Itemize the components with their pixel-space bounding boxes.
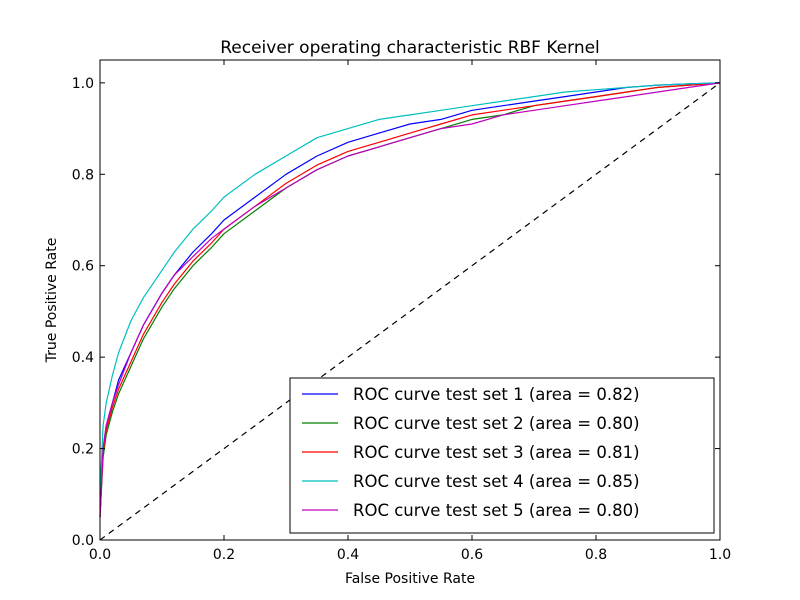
chart-title: Receiver operating characteristic RBF Ke… bbox=[220, 38, 600, 58]
reference-diagonal-line bbox=[99, 82, 721, 541]
x-axis-label: False Positive Rate bbox=[345, 571, 475, 587]
y-tick-label: 0.2 bbox=[72, 442, 94, 458]
x-tick-label: 0.0 bbox=[89, 547, 111, 563]
x-tick-label: 0.8 bbox=[585, 547, 607, 563]
y-axis-ticks: 0.0 0.2 0.4 0.6 0.8 1.0 bbox=[72, 76, 720, 549]
y-tick-label: 0.4 bbox=[72, 350, 94, 366]
y-tick-label: 0.6 bbox=[72, 259, 94, 275]
roc-series-4-line bbox=[99, 82, 721, 495]
legend-label-series-4: ROC curve test set 4 (area = 0.85) bbox=[353, 472, 640, 491]
x-tick-label: 0.6 bbox=[461, 547, 483, 563]
y-tick-label: 1.0 bbox=[72, 76, 94, 92]
y-axis-label: True Positive Rate bbox=[44, 238, 60, 364]
y-tick-label: 0.8 bbox=[72, 167, 94, 183]
legend-label-series-3: ROC curve test set 3 (area = 0.81) bbox=[353, 443, 640, 462]
roc-series-1-line bbox=[99, 82, 721, 518]
x-tick-label: 1.0 bbox=[709, 547, 731, 563]
legend-label-series-5: ROC curve test set 5 (area = 0.80) bbox=[353, 501, 640, 520]
legend-label-series-2: ROC curve test set 2 (area = 0.80) bbox=[353, 414, 640, 433]
legend: ROC curve test set 1 (area = 0.82) ROC cu… bbox=[289, 377, 715, 534]
roc-series-3-line bbox=[99, 82, 721, 518]
x-tick-label: 0.4 bbox=[337, 547, 359, 563]
x-axis-ticks: 0.0 0.2 0.4 0.6 0.8 1.0 bbox=[89, 60, 731, 563]
legend-label-series-1: ROC curve test set 1 (area = 0.82) bbox=[353, 385, 640, 404]
y-tick-label: 0.0 bbox=[72, 533, 94, 549]
axes-frame bbox=[99, 59, 721, 541]
legend-box bbox=[289, 377, 715, 534]
x-tick-label: 0.2 bbox=[213, 547, 235, 563]
plot-area bbox=[99, 59, 721, 541]
roc-series-5-line bbox=[99, 82, 721, 518]
